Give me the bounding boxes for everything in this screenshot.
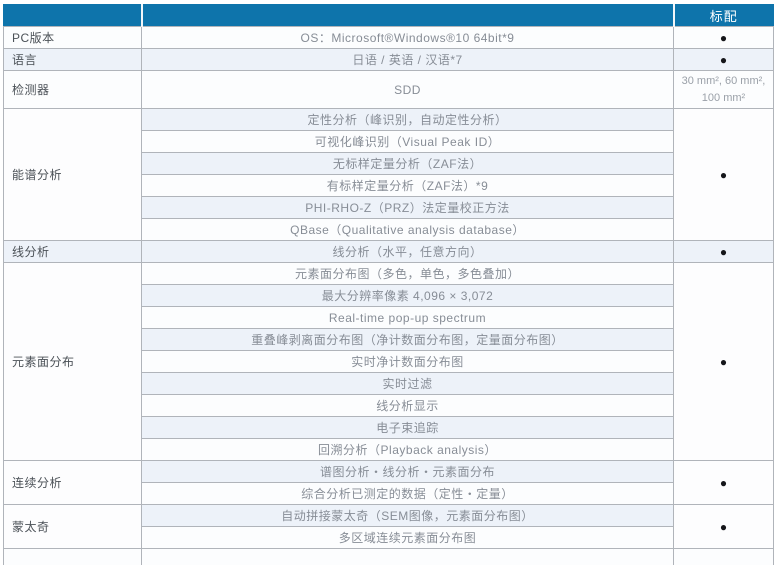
- table-row: 语言 日语 / 英语 / 汉语*7 ●: [3, 48, 774, 71]
- table-row: 有标样定量分析（ZAF法）*9: [3, 174, 774, 197]
- feature-cell: 最大分辨率像素 4,096 × 3,072: [141, 284, 674, 307]
- table-row: 检测器 SDD 30 mm², 60 mm², 100 mm²: [3, 70, 774, 109]
- standard-bullet: ●: [673, 262, 774, 461]
- table-row: PC版本 OS：Microsoft®Windows®10 64bit*9 ●: [3, 26, 774, 49]
- feature-cell: 综合分析已测定的数据（定性・定量）: [141, 482, 674, 505]
- table-row: 线分析显示: [3, 394, 774, 417]
- feature-cell: 线分析显示: [141, 394, 674, 417]
- standard-bullet: ●: [673, 108, 774, 241]
- header-feature-cell: [140, 4, 674, 27]
- header-category-cell: [3, 4, 142, 27]
- feature-cell: 无标样定量分析（ZAF法）: [141, 152, 674, 175]
- feature-cell: 谱图分析・线分析・元素面分布: [141, 460, 674, 483]
- feature-cell: 有标样定量分析（ZAF法）*9: [141, 174, 674, 197]
- feature-cell: SDD: [141, 70, 674, 109]
- feature-cell: PHI-RHO-Z（PRZ）法定量校正方法: [141, 196, 674, 219]
- standard-value: 30 mm², 60 mm², 100 mm²: [673, 70, 774, 109]
- category-label: 蒙太奇: [3, 504, 142, 549]
- table-row: 能谱分析 定性分析（峰识别，自动定性分析） ●: [3, 108, 774, 241]
- partial-row: [3, 548, 774, 565]
- category-label: 检测器: [3, 70, 142, 109]
- feature-cell: 回溯分析（Playback analysis）: [141, 438, 674, 461]
- partial-cell: [673, 548, 774, 565]
- feature-cell: 线分析（水平，任意方向）: [141, 240, 674, 263]
- table-row: 实时净计数面分布图: [3, 350, 774, 373]
- feature-cell: 定性分析（峰识别，自动定性分析）: [141, 108, 674, 131]
- table-row: 最大分辨率像素 4,096 × 3,072: [3, 284, 774, 307]
- standard-bullet: ●: [673, 26, 774, 49]
- table-row: 实时过滤: [3, 372, 774, 395]
- category-label: 连续分析: [3, 460, 142, 505]
- table-row: Real-time pop-up spectrum: [3, 306, 774, 329]
- partial-cell: [141, 548, 674, 565]
- table-row: 综合分析已测定的数据（定性・定量）: [3, 482, 774, 505]
- feature-cell: 实时净计数面分布图: [141, 350, 674, 373]
- category-label: 元素面分布: [3, 262, 142, 461]
- feature-cell: 实时过滤: [141, 372, 674, 395]
- table-row: 元素面分布 元素面分布图（多色，单色，多色叠加） ●: [3, 262, 774, 461]
- category-label: PC版本: [3, 26, 142, 49]
- standard-bullet: ●: [673, 240, 774, 263]
- feature-cell: QBase（Qualitative analysis database）: [141, 218, 674, 241]
- feature-cell: 元素面分布图（多色，单色，多色叠加）: [141, 262, 674, 285]
- table-row: 可视化峰识别（Visual Peak ID）: [3, 130, 774, 153]
- standard-bullet: ●: [673, 460, 774, 505]
- feature-cell: 自动拼接蒙太奇（SEM图像，元素面分布图）: [141, 504, 674, 527]
- feature-cell: 多区域连续元素面分布图: [141, 526, 674, 549]
- category-label: 线分析: [3, 240, 142, 263]
- table-row: QBase（Qualitative analysis database）: [3, 218, 774, 241]
- header-standard-cell: 标配: [672, 4, 774, 27]
- table-row: 无标样定量分析（ZAF法）: [3, 152, 774, 175]
- feature-cell: Real-time pop-up spectrum: [141, 306, 674, 329]
- partial-cell: [3, 548, 142, 565]
- feature-cell: 日语 / 英语 / 汉语*7: [141, 48, 674, 71]
- table-row: 回溯分析（Playback analysis）: [3, 438, 774, 461]
- table-row: 蒙太奇 自动拼接蒙太奇（SEM图像，元素面分布图） ●: [3, 504, 774, 549]
- standard-bullet: ●: [673, 504, 774, 549]
- table-header-row: 标配: [3, 4, 774, 27]
- table-row: 连续分析 谱图分析・线分析・元素面分布 ●: [3, 460, 774, 505]
- category-label: 能谱分析: [3, 108, 142, 241]
- spec-table: 标配 PC版本 OS：Microsoft®Windows®10 64bit*9 ● 语…: [3, 4, 774, 565]
- table-row: 多区域连续元素面分布图: [3, 526, 774, 549]
- feature-cell: 电子束追踪: [141, 416, 674, 439]
- feature-cell: 重叠峰剥离面分布图（净计数面分布图，定量面分布图）: [141, 328, 674, 351]
- table-row: 线分析 线分析（水平，任意方向） ●: [3, 240, 774, 263]
- standard-bullet: ●: [673, 48, 774, 71]
- category-label: 语言: [3, 48, 142, 71]
- feature-cell: OS：Microsoft®Windows®10 64bit*9: [141, 26, 674, 49]
- feature-cell: 可视化峰识别（Visual Peak ID）: [141, 130, 674, 153]
